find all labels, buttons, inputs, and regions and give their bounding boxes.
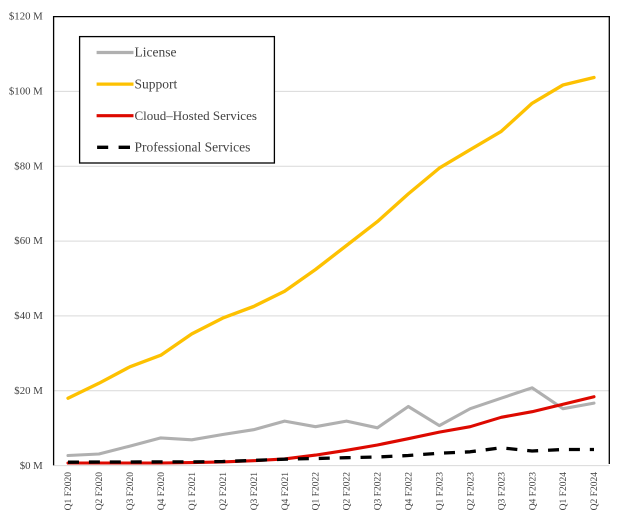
svg-text:Q3 F2022: Q3 F2022 bbox=[374, 472, 384, 511]
svg-text:Q4 F2022: Q4 F2022 bbox=[405, 472, 415, 511]
svg-text:Support: Support bbox=[135, 76, 178, 91]
svg-text:License: License bbox=[135, 45, 177, 60]
svg-text:Q3 F2021: Q3 F2021 bbox=[250, 472, 260, 511]
svg-text:Q1 F2022: Q1 F2022 bbox=[312, 472, 322, 511]
svg-text:Q1 F2023: Q1 F2023 bbox=[436, 472, 446, 511]
svg-text:Q1 F2024: Q1 F2024 bbox=[559, 472, 569, 511]
svg-text:Q4 F2021: Q4 F2021 bbox=[281, 472, 291, 511]
svg-text:$120 M: $120 M bbox=[9, 11, 43, 23]
svg-text:Q2 F2024: Q2 F2024 bbox=[590, 472, 600, 511]
svg-text:$40 M: $40 M bbox=[14, 310, 43, 322]
svg-text:$100 M: $100 M bbox=[9, 86, 43, 98]
svg-text:$60 M: $60 M bbox=[14, 235, 43, 247]
svg-text:Q3 F2020: Q3 F2020 bbox=[126, 472, 136, 511]
svg-text:Q2 F2021: Q2 F2021 bbox=[219, 472, 229, 511]
svg-text:Q4 F2020: Q4 F2020 bbox=[157, 472, 167, 511]
svg-text:$20 M: $20 M bbox=[14, 385, 43, 397]
svg-text:Q4 F2023: Q4 F2023 bbox=[528, 472, 538, 511]
svg-text:Q2 F2023: Q2 F2023 bbox=[466, 472, 476, 511]
svg-text:Q3 F2023: Q3 F2023 bbox=[497, 472, 507, 511]
svg-text:Q1 F2020: Q1 F2020 bbox=[64, 472, 74, 511]
svg-text:Professional Services: Professional Services bbox=[135, 140, 251, 155]
svg-text:Q2 F2022: Q2 F2022 bbox=[343, 472, 353, 511]
svg-text:Q2 F2020: Q2 F2020 bbox=[95, 472, 105, 511]
svg-text:$80 M: $80 M bbox=[14, 160, 43, 172]
svg-text:$0 M: $0 M bbox=[20, 460, 43, 472]
svg-text:Cloud–Hosted Services: Cloud–Hosted Services bbox=[135, 108, 257, 123]
svg-text:Q1 F2021: Q1 F2021 bbox=[188, 472, 198, 511]
